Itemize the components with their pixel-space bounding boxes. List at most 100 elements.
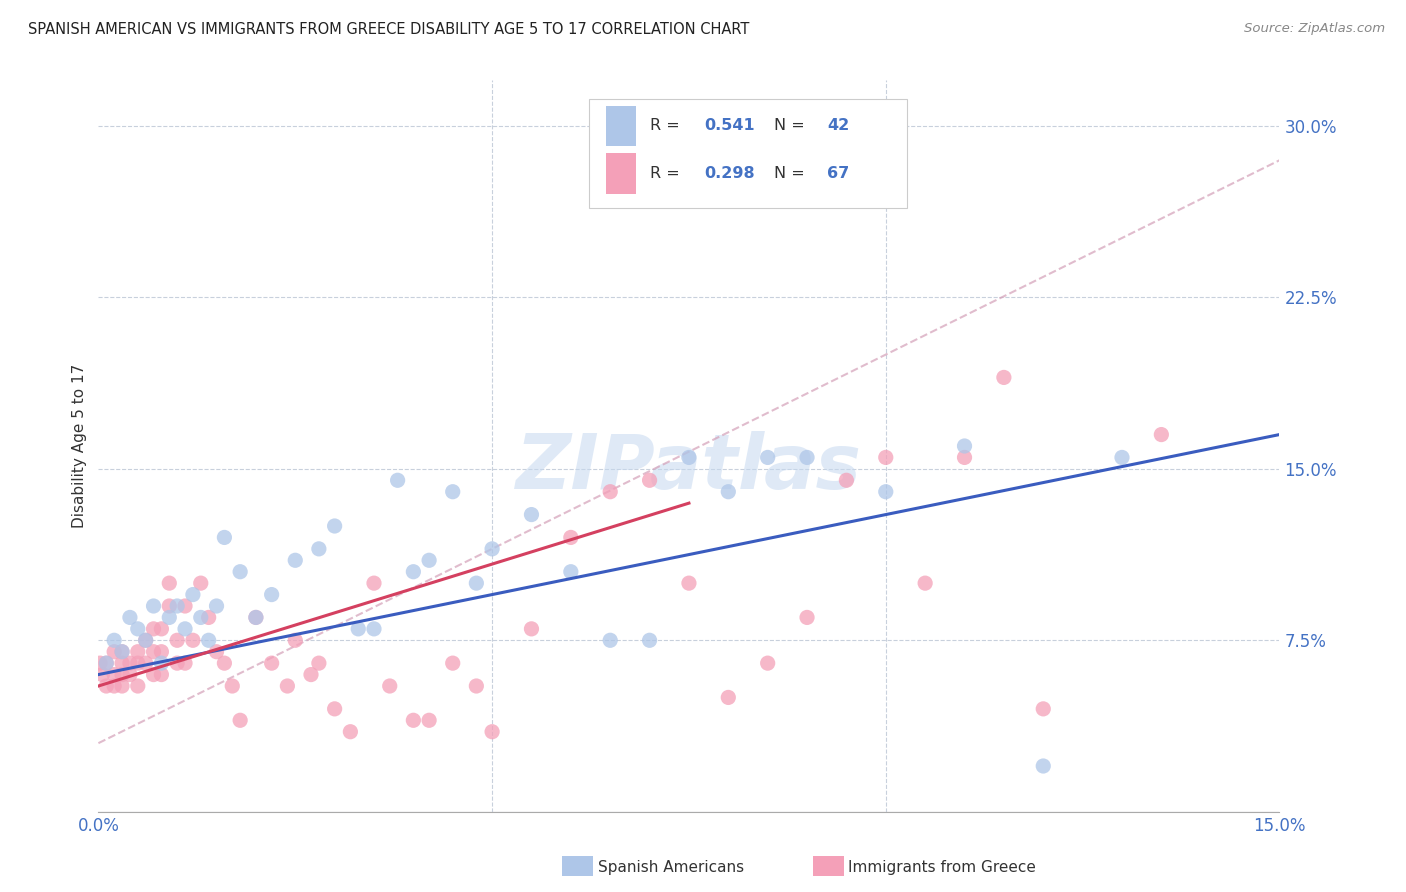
- Point: [441, 484, 464, 499]
- Point: [875, 450, 897, 465]
- Point: [96, 679, 118, 693]
- Point: [441, 656, 464, 670]
- Point: [418, 714, 440, 728]
- Point: [127, 622, 149, 636]
- Point: [520, 622, 543, 636]
- Point: [387, 473, 409, 487]
- Text: N =: N =: [773, 119, 810, 134]
- Text: Source: ZipAtlas.com: Source: ZipAtlas.com: [1244, 22, 1385, 36]
- Text: 42: 42: [827, 119, 849, 134]
- Point: [229, 714, 252, 728]
- Point: [1032, 759, 1054, 773]
- Point: [157, 576, 180, 591]
- Point: [245, 610, 267, 624]
- Point: [638, 633, 661, 648]
- Point: [284, 633, 307, 648]
- Text: 0.541: 0.541: [704, 119, 755, 134]
- Point: [127, 645, 149, 659]
- Point: [157, 599, 180, 613]
- Point: [174, 599, 197, 613]
- Point: [756, 656, 779, 670]
- FancyBboxPatch shape: [589, 99, 907, 209]
- Point: [157, 610, 180, 624]
- Point: [150, 645, 173, 659]
- Point: [103, 633, 125, 648]
- Point: [339, 724, 361, 739]
- Point: [190, 576, 212, 591]
- Point: [796, 610, 818, 624]
- Point: [560, 565, 582, 579]
- Text: Immigrants from Greece: Immigrants from Greece: [848, 860, 1036, 874]
- Point: [214, 530, 236, 544]
- Point: [174, 656, 197, 670]
- Point: [190, 610, 212, 624]
- Point: [678, 450, 700, 465]
- Point: [96, 656, 118, 670]
- Point: [323, 702, 346, 716]
- Point: [1111, 450, 1133, 465]
- Point: [276, 679, 298, 693]
- Point: [756, 450, 779, 465]
- Point: [142, 667, 165, 681]
- Point: [214, 656, 236, 670]
- Point: [347, 622, 370, 636]
- Point: [875, 484, 897, 499]
- Point: [221, 679, 243, 693]
- Point: [229, 565, 252, 579]
- Point: [796, 450, 818, 465]
- Point: [91, 667, 114, 681]
- Point: [481, 724, 503, 739]
- Point: [363, 622, 385, 636]
- Point: [465, 576, 488, 591]
- Point: [150, 656, 173, 670]
- Point: [197, 633, 219, 648]
- Point: [993, 370, 1015, 384]
- Point: [599, 484, 621, 499]
- Point: [127, 679, 149, 693]
- Point: [1150, 427, 1173, 442]
- Point: [308, 541, 330, 556]
- Point: [166, 599, 188, 613]
- Point: [166, 656, 188, 670]
- Point: [127, 656, 149, 670]
- Point: [363, 576, 385, 591]
- Text: ZIPatlas: ZIPatlas: [516, 431, 862, 505]
- Point: [402, 714, 425, 728]
- Point: [142, 599, 165, 613]
- Point: [835, 473, 858, 487]
- Point: [1032, 702, 1054, 716]
- Point: [103, 679, 125, 693]
- Point: [914, 576, 936, 591]
- Point: [142, 622, 165, 636]
- Point: [118, 667, 141, 681]
- Point: [150, 622, 173, 636]
- Text: Spanish Americans: Spanish Americans: [598, 860, 744, 874]
- Point: [402, 565, 425, 579]
- Point: [135, 656, 157, 670]
- Point: [418, 553, 440, 567]
- Point: [520, 508, 543, 522]
- Point: [953, 439, 976, 453]
- Point: [245, 610, 267, 624]
- Point: [560, 530, 582, 544]
- Point: [135, 633, 157, 648]
- Point: [260, 656, 283, 670]
- Point: [323, 519, 346, 533]
- Point: [284, 553, 307, 567]
- Point: [481, 541, 503, 556]
- Point: [96, 656, 118, 670]
- Point: [142, 645, 165, 659]
- Point: [174, 622, 197, 636]
- Point: [111, 679, 134, 693]
- Point: [118, 610, 141, 624]
- FancyBboxPatch shape: [606, 153, 636, 194]
- Point: [638, 473, 661, 487]
- Point: [205, 645, 228, 659]
- Point: [378, 679, 401, 693]
- Point: [717, 690, 740, 705]
- Point: [111, 645, 134, 659]
- Point: [111, 656, 134, 670]
- Point: [299, 667, 322, 681]
- Point: [260, 588, 283, 602]
- Text: SPANISH AMERICAN VS IMMIGRANTS FROM GREECE DISABILITY AGE 5 TO 17 CORRELATION CH: SPANISH AMERICAN VS IMMIGRANTS FROM GREE…: [28, 22, 749, 37]
